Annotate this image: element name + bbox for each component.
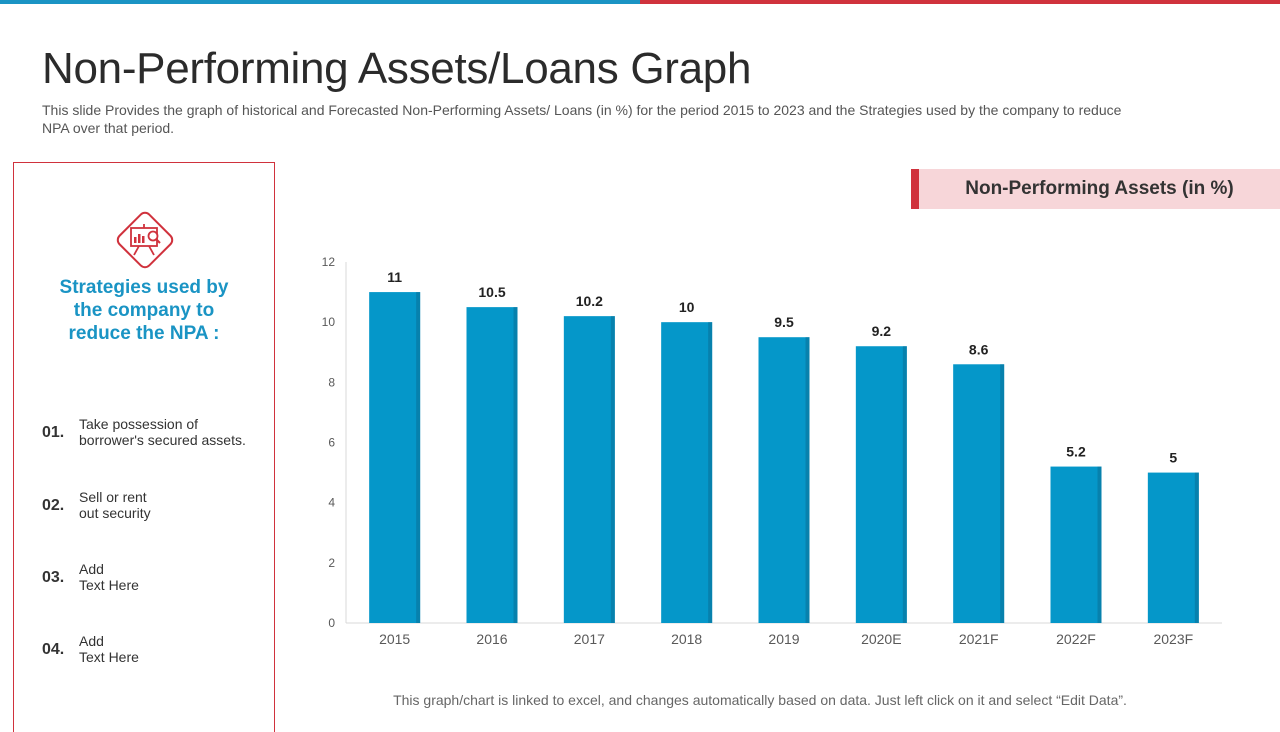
strategies-heading: Strategies used by the company to reduce… bbox=[34, 276, 254, 345]
strategy-item-03: 03. Add Text Here bbox=[42, 558, 272, 598]
y-tick-label: 2 bbox=[328, 556, 335, 570]
strategy-text-line: Take possession of bbox=[79, 416, 199, 432]
strategy-text-line: Add bbox=[79, 561, 104, 577]
top-accent-red bbox=[640, 0, 1280, 4]
data-label: 8.6 bbox=[969, 341, 989, 357]
bar-2020E bbox=[855, 346, 907, 623]
y-tick-label: 10 bbox=[322, 315, 336, 329]
data-label: 9.5 bbox=[774, 314, 794, 330]
strategies-heading-line: the company to bbox=[73, 300, 215, 321]
bar-shade-2017 bbox=[610, 316, 615, 623]
strategies-heading-line: reduce the NPA : bbox=[68, 323, 220, 344]
bar-2016 bbox=[466, 307, 518, 623]
chart-legend: Non-Performing Assets (in %) bbox=[911, 169, 1280, 209]
strategy-item-01: 01. Take possession of borrower's secure… bbox=[42, 413, 272, 453]
strategy-item-04: 04. Add Text Here bbox=[42, 630, 272, 670]
bar-shade-2015 bbox=[416, 292, 421, 623]
strategies-panel: Strategies used by the company to reduce… bbox=[13, 162, 275, 732]
data-label: 5.2 bbox=[1066, 444, 1086, 460]
x-tick-label: 2019 bbox=[768, 631, 799, 647]
data-label: 11 bbox=[387, 269, 402, 285]
x-tick-label: 2021F bbox=[959, 631, 999, 647]
strategies-heading-line: Strategies used by bbox=[59, 277, 229, 298]
x-tick-label: 2018 bbox=[671, 631, 702, 647]
page-subtitle: This slide Provides the graph of histori… bbox=[42, 102, 1122, 136]
y-tick-label: 8 bbox=[328, 375, 335, 389]
data-label: 5 bbox=[1169, 450, 1177, 466]
data-label: 9.2 bbox=[872, 323, 892, 339]
strategy-number: 04. bbox=[42, 641, 65, 658]
bar-2021F bbox=[953, 364, 1005, 623]
y-tick-label: 6 bbox=[328, 436, 335, 450]
strategy-text: Add Text Here bbox=[79, 633, 269, 665]
bar-shade-2019 bbox=[805, 337, 810, 623]
page-title: Non-Performing Assets/Loans Graph bbox=[42, 44, 752, 93]
strategy-number: 03. bbox=[42, 569, 65, 586]
legend-label: Non-Performing Assets (in %) bbox=[965, 178, 1234, 199]
x-tick-label: 2020E bbox=[861, 631, 901, 647]
data-label: 10.2 bbox=[576, 293, 603, 309]
top-accent-bar bbox=[0, 0, 1280, 4]
bar-2023F bbox=[1147, 472, 1199, 623]
x-tick-label: 2015 bbox=[379, 631, 410, 647]
bar-shade-2020E bbox=[902, 346, 907, 623]
legend-accent bbox=[911, 169, 919, 209]
data-label: 10.5 bbox=[478, 284, 505, 300]
top-accent-blue bbox=[0, 0, 640, 4]
bar-shade-2023F bbox=[1194, 472, 1199, 623]
y-tick-label: 0 bbox=[328, 616, 335, 630]
bar-shade-2022F bbox=[1097, 466, 1102, 623]
bar-2018 bbox=[661, 322, 713, 623]
strategy-text-line: Text Here bbox=[79, 649, 139, 665]
strategy-text-line: Sell or rent bbox=[79, 489, 147, 505]
x-tick-label: 2017 bbox=[574, 631, 605, 647]
presentation-analytics-icon bbox=[110, 205, 180, 275]
chart-footnote: This graph/chart is linked to excel, and… bbox=[393, 692, 1127, 708]
x-tick-label: 2016 bbox=[476, 631, 507, 647]
strategy-text-line: out security bbox=[79, 505, 151, 521]
bar-2019 bbox=[758, 337, 810, 623]
strategy-text-line: Text Here bbox=[79, 577, 139, 593]
bar-2017 bbox=[563, 316, 615, 623]
strategy-item-02: 02. Sell or rent out security bbox=[42, 486, 272, 526]
strategy-number: 01. bbox=[42, 424, 65, 441]
y-tick-label: 4 bbox=[328, 496, 335, 510]
bar-2015 bbox=[369, 292, 421, 623]
data-label: 10 bbox=[679, 299, 695, 315]
y-tick-label: 12 bbox=[322, 255, 336, 269]
bar-2022F bbox=[1050, 466, 1102, 623]
strategy-text: Add Text Here bbox=[79, 561, 269, 593]
strategy-text-line: Add bbox=[79, 633, 104, 649]
bar-shade-2018 bbox=[708, 322, 713, 623]
bar-shade-2021F bbox=[1000, 364, 1005, 623]
x-tick-label: 2023F bbox=[1153, 631, 1193, 647]
strategy-text-line: borrower's secured assets. bbox=[79, 432, 246, 448]
x-tick-label: 2022F bbox=[1056, 631, 1096, 647]
strategy-number: 02. bbox=[42, 497, 65, 514]
bar-shade-2016 bbox=[513, 307, 518, 623]
strategy-text: Sell or rent out security bbox=[79, 489, 269, 521]
strategy-text: Take possession of borrower's secured as… bbox=[79, 416, 269, 448]
